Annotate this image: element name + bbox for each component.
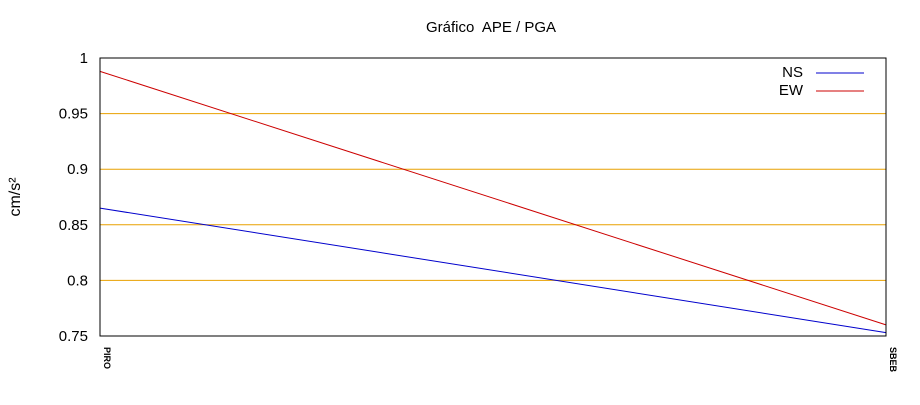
series-lines xyxy=(99,70,887,334)
y-axis-ticks: 0.75 0.8 0.85 0.9 0.95 1 xyxy=(59,50,88,345)
plot-frame xyxy=(99,57,887,337)
y-tick-label: 1 xyxy=(80,50,88,67)
series-line-ns xyxy=(99,207,887,334)
y-tick-label: 0.75 xyxy=(59,328,88,345)
legend-label: EW xyxy=(779,82,804,99)
y-tick-label: 0.85 xyxy=(59,217,88,234)
chart-title: Gráfico APE / PGA xyxy=(426,19,556,36)
legend-label: NS xyxy=(782,64,803,81)
gridlines xyxy=(100,113,886,281)
x-axis-ticks: PIRO SBEB xyxy=(102,347,898,373)
x-tick-label: PIRO xyxy=(102,347,112,369)
y-tick-label: 0.9 xyxy=(67,161,88,178)
x-tick-label: SBEB xyxy=(888,347,898,373)
y-tick-label: 0.8 xyxy=(67,272,88,289)
y-axis-label: cm/s² xyxy=(7,177,24,217)
series-line-ew xyxy=(99,70,887,326)
y-tick-label: 0.95 xyxy=(59,106,88,123)
